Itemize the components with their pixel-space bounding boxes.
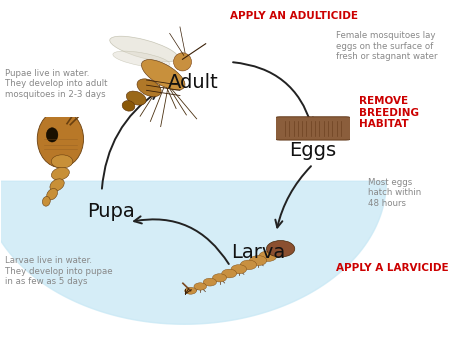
- Text: Eggs: Eggs: [289, 141, 337, 160]
- Text: Adult: Adult: [168, 73, 219, 92]
- Text: Larvae live in water.
They develop into pupae
in as few as 5 days: Larvae live in water. They develop into …: [5, 256, 113, 286]
- Text: APPLY A LARVICIDE: APPLY A LARVICIDE: [336, 263, 448, 273]
- Text: REMOVE
BREEDING
HABITAT: REMOVE BREEDING HABITAT: [359, 96, 419, 129]
- Text: Larva: Larva: [231, 243, 285, 262]
- Text: APPLY AN ADULTICIDE: APPLY AN ADULTICIDE: [230, 11, 358, 21]
- Text: Pupae live in water.
They develop into adult
mosquitoes in 2-3 days: Pupae live in water. They develop into a…: [5, 69, 108, 98]
- Text: Pupa: Pupa: [87, 202, 135, 221]
- Text: Female mosquitoes lay
eggs on the surface of
fresh or stagnant water: Female mosquitoes lay eggs on the surfac…: [336, 31, 438, 61]
- Polygon shape: [0, 181, 386, 324]
- Text: Most eggs
hatch within
48 hours: Most eggs hatch within 48 hours: [368, 178, 421, 208]
